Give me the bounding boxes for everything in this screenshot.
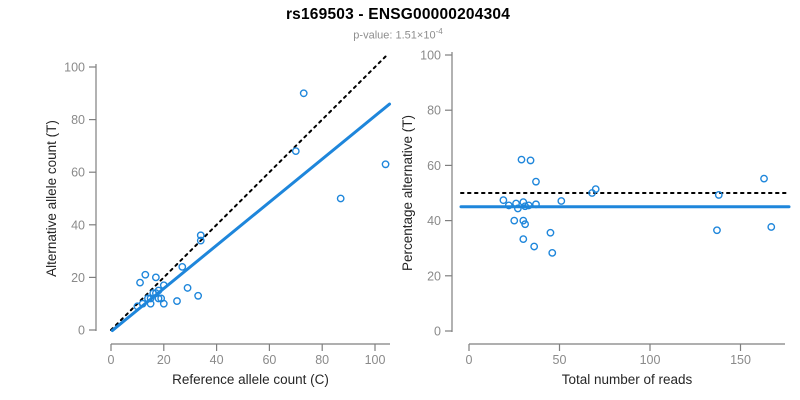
y-tick-label: 40 (71, 218, 85, 232)
left-scatter-panel: 0 20 40 60 80 100 0 20 40 60 80 100 Reference allele… (44, 52, 392, 387)
data-point (504, 201, 513, 210)
data-point (146, 299, 155, 308)
data-point (138, 299, 147, 308)
y-tick-label: 60 (71, 166, 85, 180)
data-point (588, 189, 596, 197)
y-tick-label: 20 (427, 269, 441, 283)
data-point (767, 223, 776, 231)
x-axis-title: Total number of reads (562, 372, 693, 387)
data-point (512, 199, 520, 208)
y-tick-label: 20 (71, 271, 85, 285)
data-point (146, 294, 155, 303)
data-point (521, 202, 530, 211)
data-point (154, 294, 163, 303)
data-point (524, 201, 533, 210)
p-value-exponent: -4 (435, 27, 443, 36)
p-value-base: 1.51×10 (395, 29, 436, 42)
data-point (159, 281, 168, 290)
y-tick-label: 80 (427, 104, 441, 118)
data-point (136, 278, 144, 287)
data-point (381, 160, 390, 169)
x-tick-label: 80 (315, 353, 329, 367)
data-point (519, 235, 528, 243)
data-point (196, 231, 205, 240)
data-point (194, 291, 203, 300)
x-tick-label: 50 (553, 353, 567, 367)
data-point (591, 185, 600, 194)
p-value-subtitle: p-value: 1.51×10-4 (0, 27, 796, 42)
data-point (546, 228, 555, 237)
data-point (291, 147, 300, 156)
data-point (159, 299, 168, 308)
data-point (336, 194, 345, 203)
data-point (299, 89, 308, 98)
data-point (532, 177, 540, 186)
data-point (557, 197, 566, 205)
data-point (196, 236, 205, 245)
data-point (173, 297, 181, 305)
data-point (513, 204, 522, 213)
x-tick-label: 20 (157, 353, 171, 367)
data-point (517, 155, 526, 164)
data-point (141, 270, 150, 279)
y-tick-label: 100 (420, 49, 441, 63)
data-point (714, 191, 723, 199)
data-point (183, 284, 192, 292)
x-tick-label: 0 (108, 353, 115, 367)
x-axis-title: Reference allele count (C) (172, 372, 329, 387)
data-point (151, 273, 160, 282)
x-tick-label: 0 (466, 353, 473, 367)
data-point (510, 216, 519, 225)
data-point (178, 262, 187, 271)
y-axis-title: Percentage alternative (T) (400, 115, 415, 271)
y-tick-label: 40 (427, 214, 441, 228)
y-tick-label: 0 (434, 325, 441, 339)
x-tick-label: 150 (730, 353, 751, 367)
y-tick-label: 80 (71, 113, 85, 127)
p-value-prefix: p-value: (353, 29, 396, 42)
x-tick-label: 100 (640, 353, 661, 367)
data-point (760, 174, 768, 183)
y-tick-label: 100 (64, 61, 85, 75)
x-tick-label: 100 (365, 353, 386, 367)
data-point (499, 196, 508, 205)
data-point (713, 226, 721, 235)
data-point (530, 242, 539, 251)
y-tick-label: 60 (427, 159, 441, 173)
data-point (532, 200, 540, 209)
x-tick-label: 40 (210, 353, 224, 367)
data-point (154, 286, 163, 295)
y-axis-title: Alternative allele count (T) (44, 120, 59, 277)
x-tick-label: 60 (262, 353, 276, 367)
figure-title: rs169503 - ENSG00000204304 (285, 6, 511, 23)
identity-line (110, 52, 390, 331)
figure-header: rs169503 - ENSG00000204304 p-value: 1.51… (0, 6, 796, 42)
data-point (548, 248, 557, 257)
data-point (519, 198, 528, 207)
right-scatter-panel: 0 20 40 60 80 100 0 50 100 150 Total number of rea… (400, 49, 791, 387)
data-point (521, 220, 530, 229)
data-point (526, 156, 535, 165)
y-tick-label: 0 (78, 324, 85, 338)
